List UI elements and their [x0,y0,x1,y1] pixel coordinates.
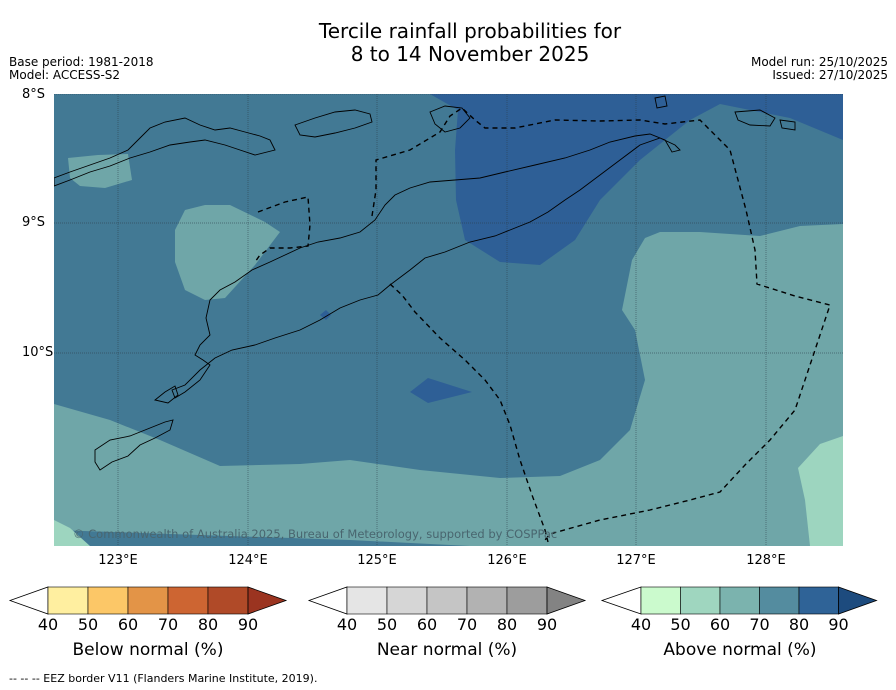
title-line-2: 8 to 14 November 2025 [350,42,590,66]
colorbar-below-segment [127,586,169,615]
colorbar-above-segment [680,586,721,615]
far-east-island-coastline [779,119,796,131]
lon-label-125e: 125°E [357,553,397,568]
small-north-island-coastline [654,95,668,109]
eez-footnote: -- -- -- EEZ border V11 (Flanders Marine… [9,672,318,685]
lon-label-123e: 123°E [98,553,138,568]
colorbar-near-tick: 40 [336,615,358,634]
copyright-notice: © Commonwealth of Australia 2025, Bureau… [73,527,558,541]
colorbar-near-tick: 70 [456,615,478,634]
graticule [54,94,843,546]
probability-80-patch-small [410,378,472,403]
wetar-coastline [429,105,471,133]
flores-coastline [54,117,276,187]
colorbars [8,586,878,615]
lon-label-126e: 126°E [487,553,527,568]
alor-coastline [294,109,373,138]
colorbar-above-title: Above normal (%) [663,640,817,660]
colorbar-above-tick: 90 [828,615,849,634]
colorbar-below-tick: 90 [237,615,259,634]
eez-border [254,107,831,543]
eez-border-west-loop [254,196,311,263]
colorbar-below-tick: 60 [117,615,139,634]
issued-date: Issued: 27/10/2025 [772,68,888,82]
map-title: Tercile rainfall probabilities for 8 to … [0,20,896,66]
probability-80-region [430,94,843,265]
colorbar-near-segment [346,586,388,615]
colorbar-near-max-arrow [546,586,587,615]
colorbar-above-segment [759,586,800,615]
colorbar-near-tick: 80 [496,615,518,634]
colorbar-near-segment [506,586,548,615]
colorbar-above-tick: 60 [709,615,731,634]
title-line-1: Tercile rainfall probabilities for [318,19,622,43]
colorbar-above-tick: 40 [630,615,652,634]
model-name: Model: ACCESS-S2 [9,68,121,82]
coastlines [54,95,796,471]
colorbar-below-segment [167,586,209,615]
lon-label-124e: 124°E [228,553,268,568]
colorbar-above-segment [798,586,839,615]
lat-label-9s: 9°S [22,215,46,230]
colorbar-above-segment [719,586,760,615]
colorbar-near-segment [466,586,508,615]
east-island-coastline [734,109,776,127]
colorbar-below-tick: 70 [157,615,179,634]
colorbar-below-min-arrow [8,586,49,615]
probability-80-dot [320,310,331,320]
probability-50-southeast-patch [798,436,843,546]
lon-label-127e: 127°E [616,553,656,568]
colorbar-above-tick: 70 [749,615,770,634]
probability-50-southwest-patch [54,520,90,546]
colorbar-above-segment [640,586,681,615]
colorbar-below-max-arrow [247,586,288,615]
map-panel [54,94,843,546]
colorbar-below-tick: 40 [37,615,59,634]
colorbar-below-title: Below normal (%) [72,640,224,660]
base-period: Base period: 1981-2018 [9,55,154,69]
roti-island-coastline [94,419,174,471]
colorbar-near-tick: 90 [536,615,558,634]
probability-60-east-region [54,224,843,546]
lon-label-128e: 128°E [746,553,786,568]
colorbar-near-tick: 50 [376,615,398,634]
colorbar-below-segment [207,586,249,615]
model-run: Model run: 25/10/2025 [750,55,888,69]
colorbar-near-title: Near normal (%) [376,640,518,660]
colorbar-below-segment [87,586,129,615]
lat-label-8s: 8°S [22,87,46,102]
probability-60-north-patch [68,154,132,188]
colorbar-near-segment [426,586,468,615]
colorbar-near-min-arrow [307,586,348,615]
meta-left: Base period: 1981-2018 Model: ACCESS-S2 [9,56,154,82]
colorbar-below-segment [47,586,89,615]
timor-coastline [171,133,681,399]
colorbar-above-min-arrow [600,586,642,615]
colorbar-near-tick: 60 [416,615,438,634]
probability-60-west-patch [175,205,280,300]
colorbar-below-tick: 80 [197,615,219,634]
eez-border-central [389,283,549,543]
colorbar-above-max-arrow [838,586,878,615]
colorbar-near-segment [386,586,428,615]
colorbar-below-tick: 50 [77,615,99,634]
semau-island-coastline [153,385,179,404]
lat-label-10s: 10°S [22,345,54,360]
colorbar-above-tick: 50 [670,615,691,634]
meta-right: Model run: 25/10/2025 Issued: 27/10/2025 [751,56,888,82]
eez-border-north [371,107,831,541]
colorbar-above-tick: 80 [788,615,810,634]
